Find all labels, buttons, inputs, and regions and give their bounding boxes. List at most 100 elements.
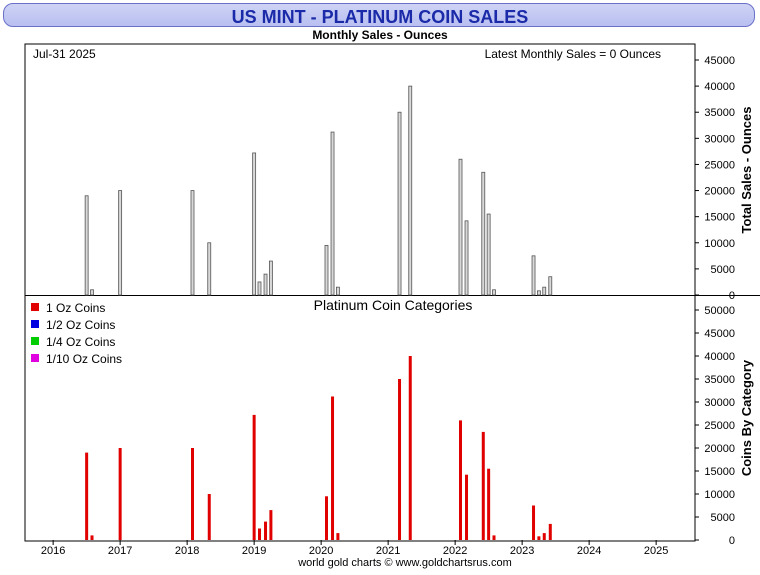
x-tick-label: 2025 — [644, 545, 668, 557]
x-tick-label: 2016 — [41, 545, 65, 557]
x-tick-label: 2021 — [376, 545, 400, 557]
top-y-tick-label: 25000 — [704, 159, 735, 171]
latest-sales-label: Latest Monthly Sales = 0 Ounces — [485, 47, 661, 61]
bottom-bar — [459, 420, 462, 540]
legend-swatch-tenth-oz — [31, 354, 39, 362]
panel-border — [24, 43, 696, 542]
x-axis: 2016 2017 2018 2019 2020 2021 2022 2023 2024 2025 — [41, 540, 668, 557]
bottom-y-tick-label: 35000 — [704, 374, 735, 386]
top-y-tick-label: 5000 — [711, 264, 735, 276]
bottom-y-tick-label: 40000 — [704, 351, 735, 363]
top-y-tick-label: 40000 — [704, 81, 735, 93]
top-bar — [458, 158, 463, 296]
bottom-bar — [487, 468, 491, 540]
top-bar — [90, 289, 94, 296]
top-bar — [548, 276, 553, 296]
bottom-bar — [398, 379, 402, 540]
bottom-bar — [269, 510, 273, 540]
bottom-bar — [264, 521, 268, 540]
x-tick-label: 2019 — [242, 545, 266, 557]
legend-label-1oz: 1 Oz Coins — [46, 301, 105, 315]
top-y-tick-label: 15000 — [704, 212, 735, 224]
legend-label-quarter-oz: 1/4 Oz Coins — [46, 335, 115, 349]
x-tick-label: 2022 — [443, 545, 467, 557]
bottom-y-tick-label: 45000 — [704, 328, 735, 340]
top-y-tick-label: 0 — [729, 290, 735, 302]
bottom-bar — [90, 535, 94, 540]
top-bar — [324, 244, 329, 296]
top-y-tick-label: 10000 — [704, 238, 735, 250]
bottom-y-tick-label: 50000 — [704, 305, 735, 317]
footer-credit: world gold charts © www.goldchartsrus.co… — [298, 557, 512, 569]
top-bar — [335, 286, 340, 296]
bottom-y-tick-label: 15000 — [704, 466, 735, 478]
bottom-bar — [118, 448, 122, 540]
chart-subtitle: Monthly Sales - Ounces — [312, 28, 448, 42]
top-bar — [542, 286, 547, 296]
chart-title: US MINT - PLATINUM COIN SALES — [231, 7, 529, 27]
title-bar: US MINT - PLATINUM COIN SALES — [3, 3, 755, 27]
bottom-y-tick-label: 5000 — [711, 512, 735, 524]
top-bar — [207, 242, 212, 296]
date-label: Jul-31 2025 — [33, 47, 96, 61]
legend: 1 Oz Coins 1/2 Oz Coins 1/4 Oz Coins 1/1… — [31, 301, 122, 366]
bottom-bar — [252, 414, 256, 540]
bottom-bar — [258, 528, 261, 540]
bottom-bars — [85, 356, 552, 540]
top-y-tick-label: 20000 — [704, 186, 735, 198]
bottom-bar — [336, 533, 340, 540]
bottom-bar — [331, 396, 335, 540]
legend-swatch-quarter-oz — [31, 337, 39, 345]
top-bar — [118, 190, 123, 296]
x-tick-label: 2017 — [108, 545, 132, 557]
legend-swatch-1oz — [31, 303, 39, 311]
top-y-axis: 0 5000 10000 15000 20000 25000 30000 35000 40000… — [695, 55, 735, 302]
bottom-y-axis-label: Coins By Category — [739, 359, 754, 476]
x-tick-label: 2024 — [577, 545, 601, 557]
top-bar — [84, 195, 89, 296]
bottom-y-axis: 0 5000 10000 15000 20000 25000 30000 35000 40000… — [695, 305, 735, 547]
top-bar — [531, 255, 536, 296]
top-y-tick-label: 30000 — [704, 133, 735, 145]
legend-label-half-oz: 1/2 Oz Coins — [46, 318, 115, 332]
bottom-bar — [85, 452, 89, 540]
bottom-chart-title: Platinum Coin Categories — [314, 297, 473, 313]
top-bar — [190, 190, 195, 296]
top-bar — [492, 289, 496, 296]
bottom-bar — [481, 431, 485, 540]
bottom-y-tick-label: 25000 — [704, 420, 735, 432]
bottom-y-tick-label: 0 — [729, 535, 735, 547]
bottom-bar — [548, 523, 552, 540]
top-y-axis-label: Total Sales - Ounces — [739, 107, 754, 234]
top-bar — [408, 85, 413, 296]
legend-swatch-half-oz — [31, 320, 39, 328]
bottom-bar — [325, 496, 328, 540]
bottom-y-tick-label: 20000 — [704, 443, 735, 455]
x-tick-label: 2018 — [175, 545, 199, 557]
bottom-y-tick-label: 30000 — [704, 397, 735, 409]
top-bar — [268, 260, 273, 296]
top-y-tick-label: 45000 — [704, 55, 735, 67]
bottom-bar — [542, 533, 546, 540]
x-tick-label: 2023 — [510, 545, 534, 557]
top-y-tick-label: 35000 — [704, 107, 735, 119]
bottom-bar — [408, 356, 412, 540]
top-bar — [486, 213, 491, 296]
bottom-bar — [207, 494, 211, 540]
top-bar — [536, 290, 541, 296]
legend-label-tenth-oz: 1/10 Oz Coins — [46, 352, 122, 366]
top-bar — [263, 273, 268, 296]
bottom-bar — [191, 448, 194, 540]
top-bar — [464, 220, 469, 296]
top-bar — [257, 281, 262, 296]
x-tick-label: 2020 — [309, 545, 333, 557]
top-bar — [397, 111, 402, 296]
top-bars — [84, 85, 553, 296]
bottom-y-tick-label: 10000 — [704, 489, 735, 501]
top-bar — [481, 171, 486, 296]
bottom-bar — [532, 505, 536, 540]
bottom-bar — [537, 536, 541, 540]
bottom-bar — [492, 535, 496, 540]
